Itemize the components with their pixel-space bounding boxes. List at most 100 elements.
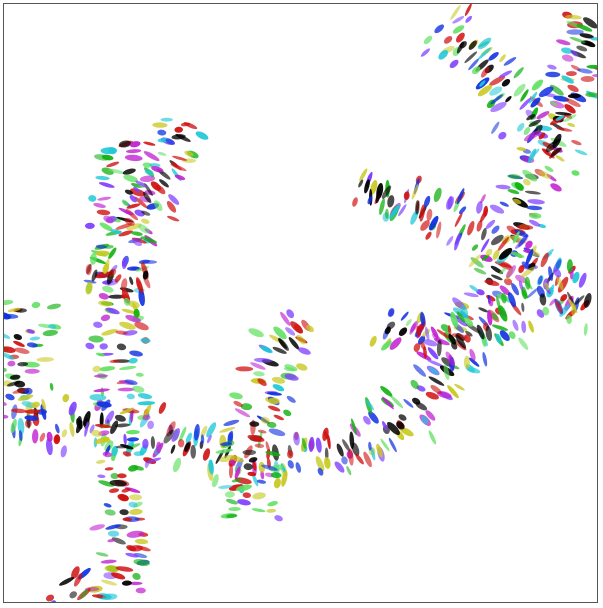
fractal-stroke xyxy=(4,366,7,373)
fractal-stroke xyxy=(128,545,144,552)
fractal-stroke xyxy=(499,330,510,341)
fractal-stroke xyxy=(101,329,118,336)
fractal-stroke xyxy=(96,401,112,408)
fractal-stroke xyxy=(17,361,29,367)
fractal-stroke xyxy=(476,201,483,214)
fractal-stroke xyxy=(95,552,109,557)
fractal-stroke xyxy=(364,179,370,194)
fractal-stroke xyxy=(121,580,132,586)
fractal-stroke xyxy=(93,203,106,208)
fractal-stroke xyxy=(4,313,19,319)
fractal-stroke xyxy=(53,434,61,445)
fractal-stroke xyxy=(147,420,155,430)
fractal-stroke xyxy=(516,147,527,151)
fractal-stroke xyxy=(6,381,21,387)
fractal-stroke xyxy=(142,270,149,280)
fractal-stroke xyxy=(463,292,479,298)
fractal-stroke xyxy=(410,320,419,333)
fractal-stroke xyxy=(58,601,67,602)
fractal-stroke xyxy=(39,432,46,442)
fractal-stroke xyxy=(124,189,133,195)
fractal-stroke xyxy=(177,439,185,448)
fractal-stroke xyxy=(250,362,266,370)
fractal-stroke xyxy=(89,394,107,401)
fractal-stroke xyxy=(403,399,414,408)
fractal-stroke xyxy=(566,259,573,273)
fractal-stroke xyxy=(107,538,116,543)
fractal-stroke xyxy=(90,252,97,265)
fractal-stroke xyxy=(208,459,214,475)
fractal-stroke xyxy=(272,346,287,354)
fractal-stroke xyxy=(521,302,525,312)
fractal-stroke xyxy=(45,594,55,602)
fractal-stroke xyxy=(119,365,137,371)
fractal-stroke xyxy=(267,501,279,507)
fractal-stroke xyxy=(381,340,392,351)
fractal-stroke xyxy=(583,17,597,29)
fractal-stroke xyxy=(230,455,245,463)
fractal-stroke xyxy=(280,311,291,326)
fractal-stroke xyxy=(149,163,161,168)
fractal-stroke xyxy=(130,188,146,197)
fractal-stroke xyxy=(120,278,128,292)
fractal-stroke xyxy=(342,439,351,452)
fractal-stroke xyxy=(97,196,112,201)
fractal-stroke xyxy=(215,448,233,454)
fractal-stroke xyxy=(550,147,562,157)
fractal-stroke xyxy=(363,415,371,425)
fractal-stroke xyxy=(141,260,157,264)
fractal-stroke xyxy=(567,122,576,127)
fractal-stroke xyxy=(456,311,466,323)
fractal-stroke xyxy=(501,79,511,87)
fractal-stroke xyxy=(152,122,168,128)
fractal-stroke xyxy=(142,414,151,421)
fractal-stroke xyxy=(513,231,520,244)
fractal-stroke xyxy=(388,437,397,453)
fractal-stroke xyxy=(235,366,254,372)
fractal-frame xyxy=(3,3,598,603)
fractal-stroke xyxy=(172,457,182,473)
fractal-stroke xyxy=(212,474,219,488)
fractal-stroke xyxy=(499,201,509,207)
fractal-stroke xyxy=(268,405,281,412)
fractal-stroke xyxy=(228,463,234,479)
fractal-stroke xyxy=(260,416,271,425)
fractal-stroke xyxy=(542,306,550,316)
fractal-stroke xyxy=(123,433,127,445)
fractal-stroke xyxy=(528,320,534,333)
fractal-stroke xyxy=(48,323,57,330)
fractal-stroke xyxy=(98,480,115,487)
fractal-stroke xyxy=(107,168,126,175)
fractal-stroke xyxy=(144,169,154,176)
fractal-stroke xyxy=(104,467,114,471)
fractal-stroke xyxy=(560,294,568,302)
fractal-stroke xyxy=(469,284,479,292)
fractal-stroke xyxy=(388,307,395,317)
fractal-stroke xyxy=(375,189,381,204)
fractal-stroke xyxy=(405,319,412,326)
fractal-stroke xyxy=(567,84,579,93)
fractal-stroke xyxy=(174,174,186,181)
fractal-stroke xyxy=(477,84,493,97)
fractal-stroke xyxy=(523,126,531,136)
fractal-stroke xyxy=(315,437,322,453)
fractal-stroke xyxy=(132,238,143,247)
fractal-stroke xyxy=(576,24,593,32)
fractal-stroke xyxy=(102,451,112,458)
fractal-stroke xyxy=(272,384,285,392)
fractal-stroke xyxy=(517,122,525,132)
fractal-stroke xyxy=(267,391,282,396)
fractal-stroke xyxy=(103,503,112,508)
fractal-stroke xyxy=(451,341,458,350)
fractal-stroke xyxy=(489,75,506,86)
fractal-stroke xyxy=(412,397,421,405)
fractal-stroke xyxy=(128,501,138,508)
fractal-stroke xyxy=(228,506,241,512)
fractal-stroke xyxy=(60,445,67,458)
fractal-stroke xyxy=(126,429,140,435)
fractal-stroke xyxy=(100,559,117,564)
fractal-stroke xyxy=(487,298,494,307)
fractal-stroke xyxy=(400,311,409,321)
fractal-stroke xyxy=(366,399,374,411)
fractal-stroke xyxy=(586,64,597,69)
